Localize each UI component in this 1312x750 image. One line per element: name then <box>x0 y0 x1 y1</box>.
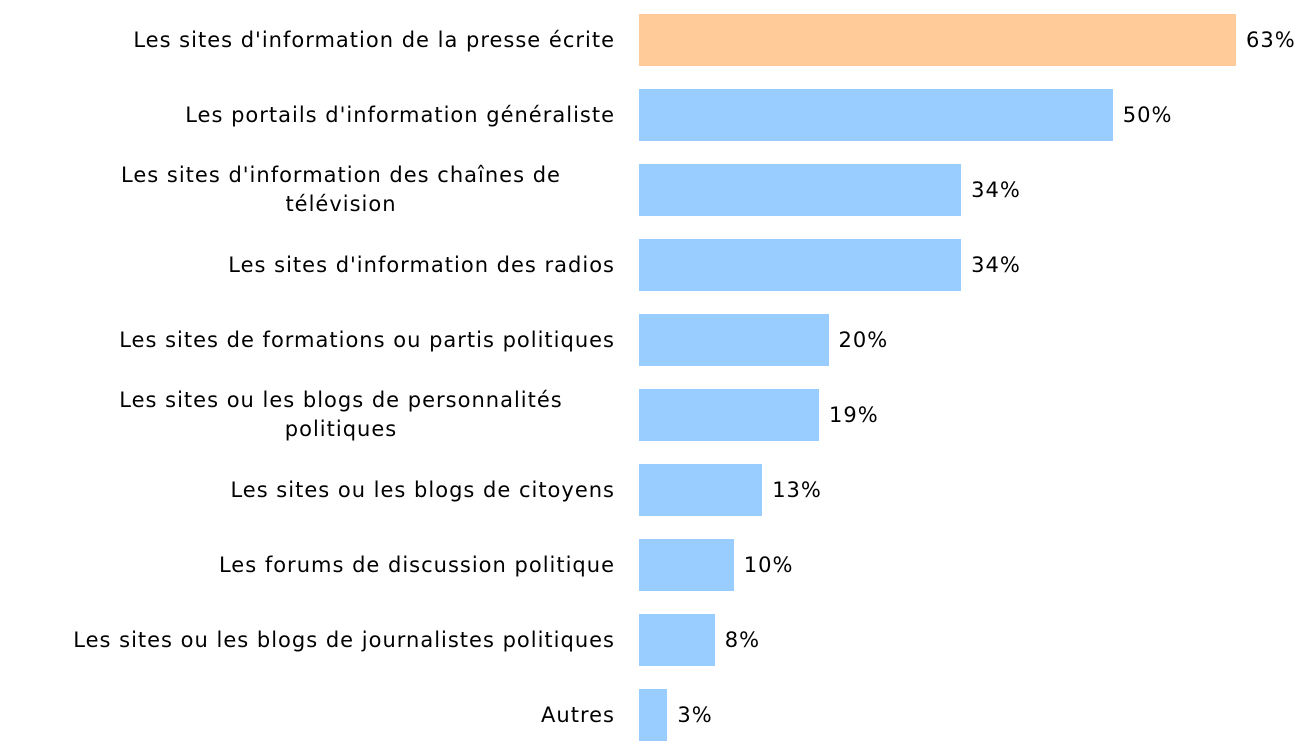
category-label: Les sites d'information de la presse écr… <box>133 27 615 52</box>
value-label: 10% <box>743 553 794 577</box>
category-label-row: Les portails d'information généraliste <box>0 80 615 150</box>
value-label: 8% <box>724 628 761 652</box>
category-label-row: Les sites ou les blogs de personnalités … <box>0 380 615 450</box>
bar <box>639 539 734 591</box>
category-label-row: Les sites ou les blogs de journalistes p… <box>0 605 615 675</box>
bar <box>639 314 829 366</box>
category-label-row: Les sites de formations ou partis politi… <box>0 305 615 375</box>
value-label: 50% <box>1122 103 1173 127</box>
category-label-row: Les forums de discussion politique <box>0 530 615 600</box>
bar <box>639 239 962 291</box>
category-label-row: Les sites d'information des radios <box>0 230 615 300</box>
value-label: 34% <box>971 178 1021 202</box>
category-label-row: Autres <box>0 680 615 750</box>
value-label: 34% <box>971 253 1021 277</box>
bar <box>639 14 1236 66</box>
category-label-row: Les sites d'information des chaînes de t… <box>0 155 615 225</box>
category-label: Les sites ou les blogs de citoyens <box>230 477 615 502</box>
category-label: Les sites de formations ou partis politi… <box>119 327 615 352</box>
category-label: Les forums de discussion politique <box>218 552 615 577</box>
category-label: Les sites d'information des radios <box>228 252 615 277</box>
category-label: Les portails d'information généraliste <box>185 102 615 127</box>
value-label: 19% <box>829 403 879 427</box>
value-label: 63% <box>1245 28 1296 52</box>
bar <box>639 164 962 216</box>
value-label: 3% <box>677 703 713 727</box>
bar <box>639 464 763 516</box>
bar <box>639 389 820 441</box>
category-label: Les sites d'information des chaînes de t… <box>121 163 561 216</box>
category-label-row: Les sites d'information de la presse écr… <box>0 5 615 75</box>
category-label-row: Les sites ou les blogs de citoyens <box>0 455 615 525</box>
category-label: Les sites ou les blogs de personnalités … <box>119 388 563 441</box>
category-label: Les sites ou les blogs de journalistes p… <box>73 627 615 652</box>
category-label: Autres <box>541 702 615 727</box>
value-label: 13% <box>772 478 822 502</box>
bar <box>639 689 668 741</box>
bar <box>639 89 1113 141</box>
value-label: 20% <box>838 328 889 352</box>
bar <box>639 614 715 666</box>
